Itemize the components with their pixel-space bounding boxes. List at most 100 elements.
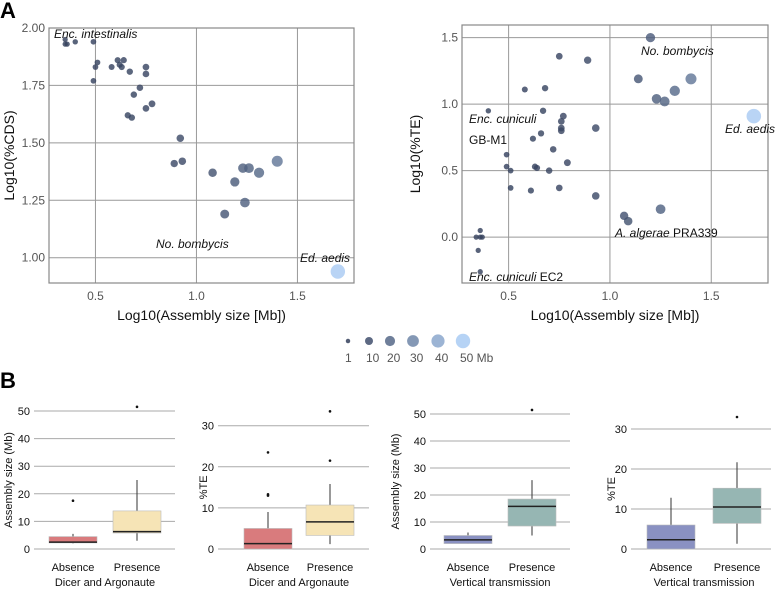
y-axis-label: Assembly size (Mb) <box>390 434 402 530</box>
y-tick-label: 20 <box>202 462 214 474</box>
data-point <box>142 105 150 112</box>
point-annotation: Ed. aedis <box>300 251 350 265</box>
size-legend: 1 10 20 30 40 50 Mb <box>345 333 494 365</box>
data-point <box>120 57 127 64</box>
data-point <box>545 167 553 174</box>
data-point <box>220 209 230 219</box>
data-point <box>591 192 600 200</box>
data-point <box>533 164 541 172</box>
annotation-species: No. bombycis <box>641 44 714 58</box>
data-point <box>659 96 670 107</box>
y-tick-label: 20 <box>18 489 30 501</box>
point-annotation: Ed. aedis <box>725 122 775 136</box>
data-point <box>92 64 99 70</box>
data-point <box>669 85 680 96</box>
data-point <box>557 118 565 125</box>
y-tick-label: 0.5 <box>441 164 458 178</box>
data-point <box>208 168 217 177</box>
data-point <box>114 57 121 64</box>
y-tick-label: 1.5 <box>441 31 458 45</box>
data-point <box>479 234 485 240</box>
data-point <box>130 91 138 98</box>
box <box>243 528 293 550</box>
outlier-point <box>328 459 332 462</box>
data-point <box>521 86 528 93</box>
data-point <box>253 167 265 178</box>
box <box>646 524 696 550</box>
boxplot-te-dicer: 0 10 20 30 %TE Absence Presence Dicer and Argon… <box>198 410 369 589</box>
data-point <box>549 146 557 153</box>
data-point <box>240 197 250 208</box>
data-point <box>563 159 571 167</box>
data-point <box>126 68 133 75</box>
outlier-point <box>530 408 534 412</box>
box <box>48 536 98 544</box>
panel-label-a: A <box>0 0 16 23</box>
data-point <box>555 184 563 192</box>
legend-size-marker <box>345 338 351 344</box>
y-axis-label: Log10(%TE) <box>407 115 423 194</box>
legend-size-label: 40 <box>435 351 449 365</box>
data-point <box>90 77 97 84</box>
category-label: Absence <box>447 562 490 574</box>
data-point <box>537 130 545 137</box>
annotation-strain: EC2 <box>536 270 563 284</box>
data-point <box>90 38 97 45</box>
point-annotation: A. algerae PRA339 <box>614 226 718 240</box>
category-label: Absence <box>247 562 290 574</box>
legend-size-label: 20 <box>387 351 401 365</box>
y-tick-label: 40 <box>414 436 426 448</box>
data-point <box>541 84 549 92</box>
x-tick-label: 1.0 <box>602 289 619 303</box>
boxplot-size-dicer: 0 10 20 30 40 50 Assembly size (Mb) Absence Pres… <box>3 405 175 589</box>
data-point <box>108 64 115 71</box>
x-axis-label: Vertical transmission <box>654 577 755 589</box>
data-point <box>503 151 510 158</box>
data-point <box>633 74 643 84</box>
y-tick-label: 1.00 <box>22 251 46 265</box>
point-annotation: Enc. cuniculi EC2 <box>469 270 563 284</box>
annotation-species: Enc. intestinalis <box>54 27 137 41</box>
data-point <box>244 163 254 174</box>
annotation-species: Ed. aedis <box>300 251 350 265</box>
legend-size-label: 50 Mb <box>460 351 494 365</box>
data-point <box>557 127 565 135</box>
category-label: Presence <box>714 562 760 574</box>
category-label: Presence <box>307 562 353 574</box>
legend-size-label: 30 <box>410 351 424 365</box>
y-tick-label: 1.0 <box>441 97 458 111</box>
y-axis-label: %TE <box>606 477 618 501</box>
data-point <box>623 216 633 226</box>
panel-label-b: B <box>0 368 16 393</box>
legend-size-marker <box>455 333 471 349</box>
y-tick-label: 1.25 <box>22 193 46 207</box>
annotation-species: Ed. aedis <box>725 122 775 136</box>
data-point <box>477 227 483 234</box>
legend-size-label: 1 <box>345 351 352 365</box>
category-label: Presence <box>509 562 555 574</box>
box <box>507 498 557 527</box>
plot-frame <box>48 27 355 284</box>
data-point <box>477 269 483 275</box>
legend-size-marker <box>407 335 419 347</box>
data-point <box>746 108 762 124</box>
y-tick-label: 0 <box>24 544 30 556</box>
y-tick-label: 10 <box>414 517 426 529</box>
x-tick-label: 0.5 <box>87 289 104 303</box>
x-axis-label: Dicer and Argonaute <box>55 577 155 589</box>
data-point <box>685 73 697 85</box>
box <box>712 487 762 524</box>
data-point <box>142 63 150 71</box>
x-axis-label: Dicer and Argonaute <box>249 577 349 589</box>
y-tick-label: 1.50 <box>22 136 46 150</box>
category-label: Absence <box>52 562 95 574</box>
point-annotation: No. bombycis <box>156 237 229 251</box>
y-axis-label: %TE <box>198 475 210 499</box>
box <box>112 510 162 534</box>
data-point <box>591 124 600 132</box>
y-tick-label: 20 <box>414 490 426 502</box>
data-point <box>94 59 101 66</box>
legend-size-label: 10 <box>366 351 380 365</box>
